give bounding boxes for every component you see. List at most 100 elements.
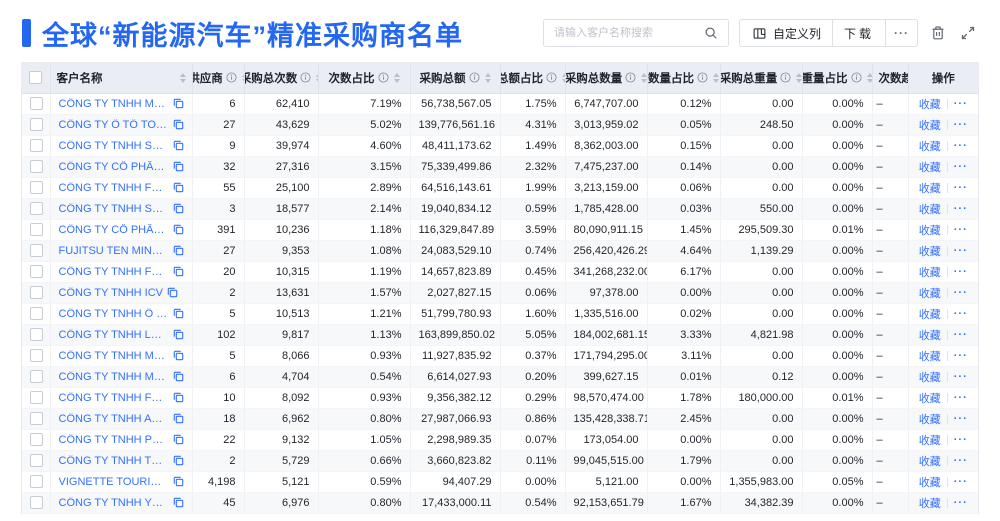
customer-name-link[interactable]: CÔNG TY TNHH AUTEL VIỆT N...	[58, 412, 169, 425]
favorite-link[interactable]: 收藏	[918, 287, 941, 300]
column-header-purchase_weight[interactable]: 采购总重量	[720, 63, 803, 94]
sort-icon[interactable]	[641, 72, 646, 83]
customer-name-link[interactable]: CÔNG TY CỔ PHẦN SẢN XUẤT...	[58, 223, 169, 236]
customer-name-link[interactable]: CÔNG TY TNHH Ô TÔ MITSUBI...	[58, 307, 169, 320]
row-more-link[interactable]: ···	[953, 328, 968, 341]
row-more-link[interactable]: ···	[953, 223, 968, 236]
column-header-amount_pct[interactable]: 总额占比	[500, 63, 566, 94]
favorite-link[interactable]: 收藏	[918, 245, 941, 258]
customer-name-link[interactable]: CÔNG TY TNHH SẢN XUẤT VÀ ...	[58, 139, 169, 152]
row-more-link[interactable]: ···	[953, 496, 968, 509]
customer-name-link[interactable]: CÔNG TY TNHH MỘT THÀNH V...	[58, 349, 169, 362]
copy-icon[interactable]	[173, 413, 184, 424]
row-more-link[interactable]: ···	[953, 475, 968, 488]
row-more-link[interactable]: ···	[953, 433, 968, 446]
copy-icon[interactable]	[173, 140, 184, 151]
row-more-link[interactable]: ···	[953, 202, 968, 215]
customer-name-link[interactable]: CÔNG TY CỔ PHẦN SẢN XUẤT...	[58, 160, 169, 173]
row-checkbox[interactable]	[30, 391, 43, 404]
customer-name-link[interactable]: CÔNG TY TNHH ICV	[58, 286, 164, 299]
row-more-link[interactable]: ···	[953, 118, 968, 131]
sort-icon[interactable]	[562, 72, 564, 83]
row-checkbox[interactable]	[30, 97, 43, 110]
row-more-link[interactable]: ···	[953, 370, 968, 383]
copy-icon[interactable]	[173, 224, 184, 235]
row-checkbox[interactable]	[30, 412, 43, 425]
row-checkbox[interactable]	[30, 286, 43, 299]
customer-name-link[interactable]: CÔNG TY TNHH LG ELECTRON...	[58, 328, 169, 341]
row-checkbox[interactable]	[30, 118, 43, 131]
info-icon[interactable]	[780, 72, 791, 83]
copy-icon[interactable]	[173, 308, 184, 319]
copy-icon[interactable]	[173, 245, 184, 256]
copy-icon[interactable]	[173, 329, 184, 340]
sort-icon[interactable]	[316, 72, 317, 83]
info-icon[interactable]	[697, 72, 708, 83]
customer-name-link[interactable]: CÔNG TY Ô TÔ TOYOTA VIỆT ...	[58, 118, 169, 131]
customer-name-link[interactable]: CÔNG TY TNHH THN AUTOPAR...	[58, 454, 169, 467]
favorite-link[interactable]: 收藏	[918, 392, 941, 405]
row-checkbox[interactable]	[30, 496, 43, 509]
copy-icon[interactable]	[173, 371, 184, 382]
info-icon[interactable]	[850, 72, 862, 83]
copy-icon[interactable]	[173, 98, 184, 109]
column-header-purchase_count[interactable]: 采购总次数	[244, 63, 319, 94]
sort-icon[interactable]	[484, 72, 491, 83]
customer-name-link[interactable]: CÔNG TY TNHH PHÂN PHỐI T...	[58, 433, 169, 446]
customer-name-link[interactable]: CÔNG TY TNHH FORD VIỆT NAM	[58, 181, 169, 194]
search-input[interactable]	[551, 26, 702, 40]
row-more-link[interactable]: ···	[953, 181, 968, 194]
row-more-link[interactable]: ···	[953, 349, 968, 362]
copy-icon[interactable]	[173, 203, 184, 214]
info-icon[interactable]	[468, 72, 480, 83]
favorite-link[interactable]: 收藏	[918, 98, 941, 111]
row-checkbox[interactable]	[30, 244, 43, 257]
info-icon[interactable]	[300, 72, 311, 83]
row-more-link[interactable]: ···	[953, 412, 968, 425]
row-more-link[interactable]: ···	[953, 265, 968, 278]
favorite-link[interactable]: 收藏	[918, 203, 941, 216]
customer-name-link[interactable]: CÔNG TY TNHH FURUKAWA A...	[58, 391, 169, 404]
row-more-link[interactable]: ···	[953, 244, 968, 257]
row-checkbox[interactable]	[30, 202, 43, 215]
favorite-link[interactable]: 收藏	[918, 308, 941, 321]
row-checkbox[interactable]	[30, 370, 43, 383]
search-box[interactable]	[542, 19, 729, 47]
sort-icon[interactable]	[866, 72, 871, 83]
row-checkbox[interactable]	[30, 181, 43, 194]
search-icon[interactable]	[702, 24, 720, 42]
copy-icon[interactable]	[173, 392, 184, 403]
column-header-name[interactable]: 客户名称	[50, 63, 193, 94]
copy-icon[interactable]	[173, 182, 184, 193]
more-actions-button[interactable]: ···	[885, 19, 918, 47]
customer-name-link[interactable]: CÔNG TY TNHH MERCEDES–B...	[58, 370, 169, 383]
customer-name-link[interactable]: VIGNETTE TOURISTIQUE G UNI...	[58, 475, 169, 488]
copy-icon[interactable]	[173, 161, 184, 172]
favorite-link[interactable]: 收藏	[918, 266, 941, 279]
info-icon[interactable]	[625, 72, 636, 83]
column-header-qty_pct[interactable]: 数量占比	[647, 63, 721, 94]
favorite-link[interactable]: 收藏	[918, 476, 941, 489]
row-checkbox[interactable]	[30, 265, 43, 278]
favorite-link[interactable]: 收藏	[918, 350, 941, 363]
favorite-link[interactable]: 收藏	[918, 371, 941, 384]
row-checkbox[interactable]	[30, 454, 43, 467]
row-more-link[interactable]: ···	[953, 139, 968, 152]
sort-icon[interactable]	[796, 72, 801, 83]
sort-icon[interactable]	[179, 72, 186, 83]
trash-icon[interactable]	[928, 23, 948, 43]
customer-name-link[interactable]: CÔNG TY TNHH FURUKAWA A...	[58, 265, 169, 278]
row-checkbox[interactable]	[30, 475, 43, 488]
select-all-checkbox[interactable]	[29, 71, 43, 85]
customer-name-link[interactable]: CÔNG TY TNHH YOKOWO VIỆT...	[58, 496, 169, 509]
customer-name-link[interactable]: CÔNG TY TNHH SẢN XUẤT VÀ ...	[58, 202, 169, 215]
info-icon[interactable]	[377, 72, 389, 83]
copy-icon[interactable]	[173, 119, 184, 130]
row-checkbox[interactable]	[30, 433, 43, 446]
fullscreen-icon[interactable]	[958, 23, 978, 43]
favorite-link[interactable]: 收藏	[918, 455, 941, 468]
row-checkbox[interactable]	[30, 139, 43, 152]
row-checkbox[interactable]	[30, 160, 43, 173]
row-checkbox[interactable]	[30, 307, 43, 320]
row-checkbox[interactable]	[30, 349, 43, 362]
